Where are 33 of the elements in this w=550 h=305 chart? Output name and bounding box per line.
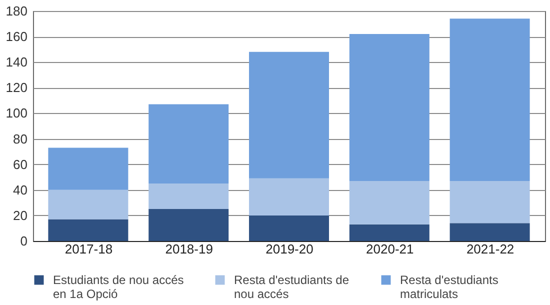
bar — [148, 184, 229, 210]
y-tick-label: 140 — [6, 54, 28, 70]
bar — [148, 104, 229, 184]
bar — [349, 34, 430, 181]
y-tick-label: 40 — [13, 182, 28, 198]
x-tick-label: 2018-19 — [165, 242, 213, 256]
y-tick-label: 120 — [6, 80, 28, 96]
bar — [148, 209, 229, 241]
x-tick-label: 2020-21 — [366, 242, 414, 256]
legend-label: Resta d'estudiants de nou accés — [234, 273, 350, 301]
y-tick-label: 80 — [13, 131, 28, 146]
y-tick-label: 160 — [6, 29, 28, 44]
y-tick-label: 100 — [6, 106, 28, 121]
bar — [450, 223, 530, 241]
x-tick-label: 2019-20 — [266, 242, 314, 256]
bar — [249, 178, 329, 216]
bar — [349, 180, 430, 224]
y-tick-label: 20 — [13, 208, 28, 223]
bar — [450, 18, 530, 181]
bar — [349, 224, 430, 241]
bar — [48, 219, 128, 241]
x-tick-label: 2017-18 — [64, 242, 113, 256]
bar — [249, 215, 329, 241]
bar — [48, 148, 128, 190]
legend-label: Resta d'estudiants matriculats — [400, 273, 498, 301]
y-tick-label: 0 — [20, 234, 28, 248]
y-tick-label: 180 — [6, 4, 28, 18]
bar — [450, 180, 530, 224]
bar — [48, 190, 128, 220]
y-tick-label: 60 — [13, 156, 28, 172]
bar — [249, 52, 329, 178]
legend-label: Estudiants de nou accés en 1a Opció — [53, 273, 184, 301]
x-tick-label: 2021-22 — [466, 242, 514, 256]
